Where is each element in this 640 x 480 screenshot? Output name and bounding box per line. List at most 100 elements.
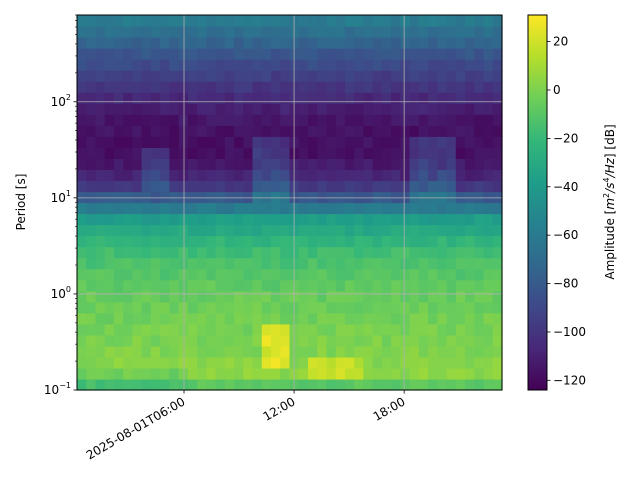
- heatmap-cell: [261, 268, 272, 281]
- heatmap-cell: [178, 37, 189, 49]
- x-tick-label: 2025-08-01T06:00: [84, 394, 188, 462]
- heatmap-cell: [234, 37, 244, 49]
- heatmap-cell: [132, 114, 143, 126]
- heatmap-cell: [224, 26, 235, 38]
- heatmap-cell: [437, 257, 448, 270]
- heatmap-cell: [280, 202, 291, 215]
- heatmap-cell: [104, 268, 115, 281]
- heatmap-cell: [354, 290, 365, 303]
- heatmap-cell: [280, 114, 291, 126]
- heatmap-cell: [335, 169, 346, 182]
- heatmap-cell: [409, 48, 420, 60]
- heatmap-cell: [215, 257, 226, 270]
- heatmap-cell: [317, 246, 328, 259]
- heatmap-cell: [252, 15, 263, 27]
- heatmap-cell: [160, 345, 170, 358]
- heatmap-cell: [104, 169, 115, 182]
- heatmap-cell: [132, 81, 143, 93]
- heatmap-cell: [104, 367, 115, 380]
- heatmap-cell: [418, 301, 429, 314]
- heatmap-cell: [335, 70, 346, 82]
- heatmap-cell: [307, 224, 318, 237]
- heatmap-cell: [483, 356, 494, 369]
- heatmap-cell: [409, 213, 420, 226]
- heatmap-cell: [113, 103, 124, 115]
- heatmap-cell: [224, 356, 235, 369]
- heatmap-cell: [317, 15, 328, 27]
- heatmap-cell: [197, 323, 207, 336]
- heatmap-cell: [252, 279, 263, 292]
- heatmap-cell: [261, 224, 272, 237]
- heatmap-cell: [317, 257, 328, 270]
- heatmap-cell: [234, 26, 244, 38]
- heatmap-cell: [307, 268, 318, 281]
- heatmap-cell: [224, 59, 235, 71]
- heatmap-cell: [307, 169, 318, 182]
- heatmap-cell: [187, 202, 198, 215]
- heatmap-cell: [224, 312, 235, 325]
- heatmap-cell: [224, 235, 235, 248]
- heatmap-cell: [344, 125, 355, 137]
- heatmap-cell: [95, 246, 106, 259]
- heatmap-cell: [224, 378, 235, 391]
- heatmap-cell: [234, 246, 244, 259]
- heatmap-cell: [363, 81, 374, 93]
- heatmap-cell: [409, 59, 420, 71]
- heatmap-cell: [437, 191, 448, 204]
- heatmap-cell: [437, 235, 448, 248]
- heatmap-cell: [455, 114, 466, 126]
- heatmap-cell: [437, 70, 448, 82]
- heatmap-cell: [354, 312, 365, 325]
- heatmap-cell: [372, 125, 383, 137]
- heatmap-cell: [271, 180, 281, 193]
- heatmap-cell: [437, 92, 448, 104]
- heatmap-cell: [178, 15, 189, 27]
- heatmap-cell: [326, 81, 337, 93]
- heatmap-cell: [474, 312, 485, 325]
- heatmap-cell: [224, 257, 235, 270]
- heatmap-cell: [446, 191, 457, 204]
- heatmap-cell: [224, 158, 235, 171]
- heatmap-cell: [132, 103, 143, 115]
- heatmap-cell: [437, 246, 448, 259]
- heatmap-cell: [160, 59, 170, 71]
- heatmap-cell: [113, 213, 124, 226]
- heatmap-cell: [446, 59, 457, 71]
- heatmap-cell: [354, 367, 365, 380]
- heatmap-cell: [437, 103, 448, 115]
- heatmap-cell: [344, 136, 355, 148]
- heatmap-cell: [474, 180, 485, 193]
- heatmap-cell: [492, 180, 503, 193]
- heatmap-cell: [150, 235, 161, 248]
- heatmap-cell: [113, 378, 124, 391]
- heatmap-cell: [150, 180, 161, 193]
- heatmap-cell: [455, 125, 466, 137]
- heatmap-cell: [86, 158, 97, 171]
- heatmap-cell: [86, 26, 97, 38]
- heatmap-cell: [298, 202, 309, 215]
- heatmap-cell: [132, 312, 143, 325]
- heatmap-cell: [354, 279, 365, 292]
- heatmap-cell: [280, 37, 291, 49]
- heatmap-cell: [160, 26, 170, 38]
- heatmap-cell: [104, 81, 115, 93]
- heatmap-cell: [437, 312, 448, 325]
- heatmap-cell: [252, 367, 263, 380]
- heatmap-cell: [363, 356, 374, 369]
- heatmap-cell: [178, 312, 189, 325]
- heatmap-cell: [363, 301, 374, 314]
- heatmap-cell: [86, 224, 97, 237]
- heatmap-cell: [77, 312, 87, 325]
- heatmap-cell: [455, 224, 466, 237]
- heatmap-cell: [307, 37, 318, 49]
- heatmap-cell: [437, 301, 448, 314]
- heatmap-cell: [160, 125, 170, 137]
- heatmap-cell: [409, 279, 420, 292]
- heatmap-cell: [187, 235, 198, 248]
- heatmap-cell: [280, 169, 291, 182]
- heatmap-cell: [141, 224, 152, 237]
- heatmap-cell: [150, 290, 161, 303]
- heatmap-cell: [280, 59, 291, 71]
- heatmap-cell: [280, 378, 291, 391]
- heatmap-cell: [418, 312, 429, 325]
